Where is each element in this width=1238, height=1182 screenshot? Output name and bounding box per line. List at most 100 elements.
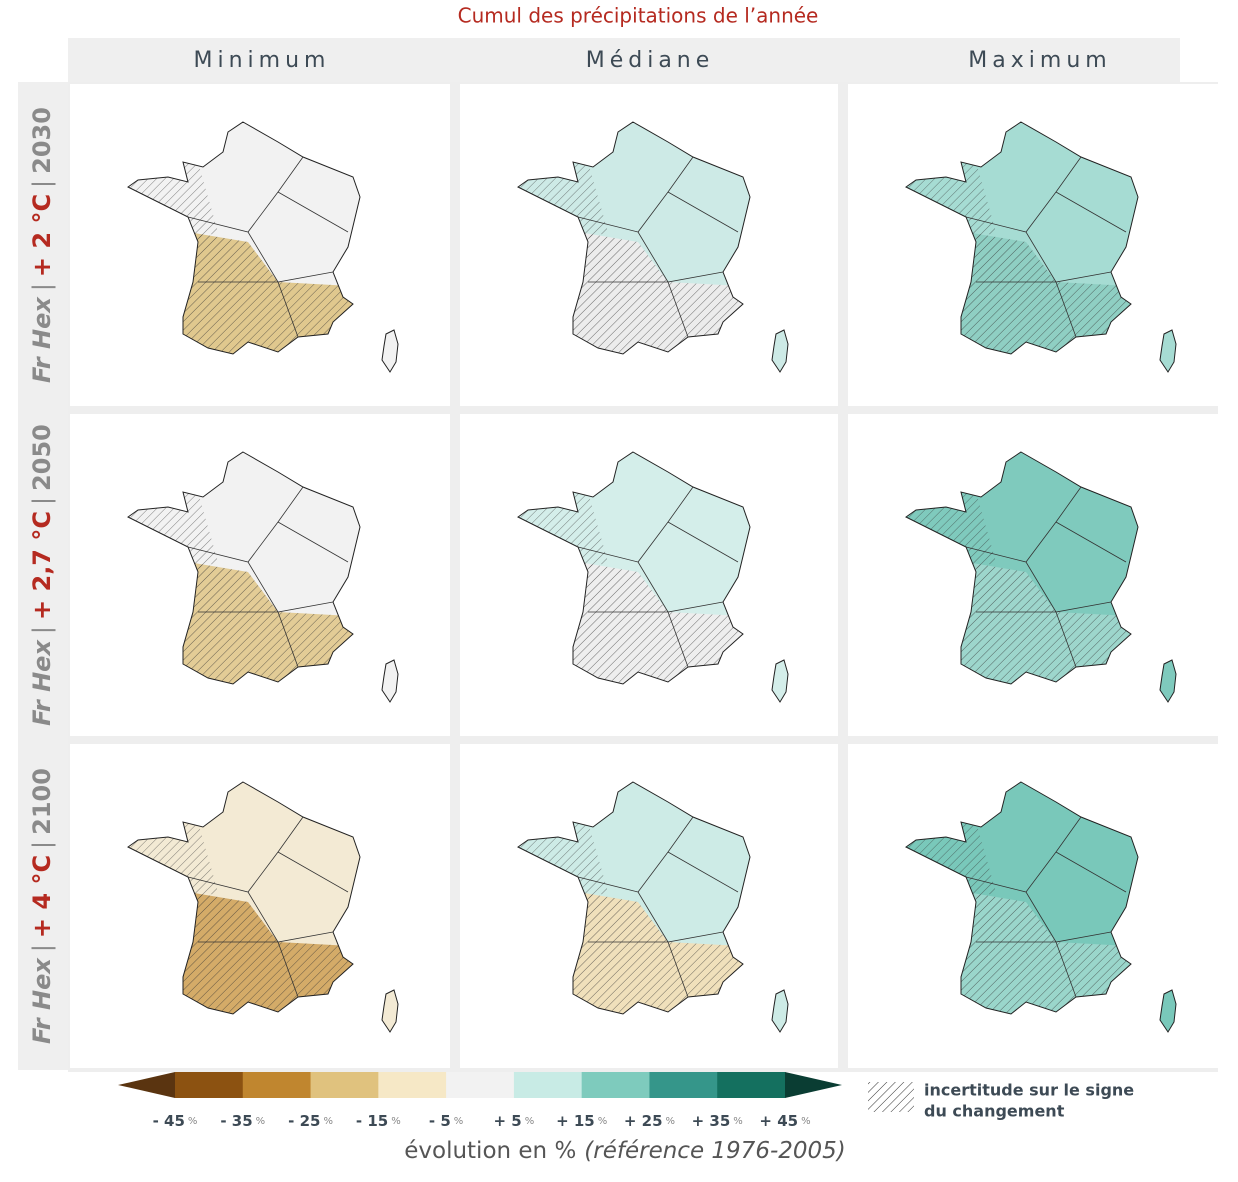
colorbar-tick-label: - 15% <box>356 1112 401 1130</box>
map-border <box>381 989 399 1033</box>
map-border <box>905 451 1139 685</box>
map-hatch <box>518 162 608 242</box>
row-warming: + 2 °C <box>28 194 56 277</box>
map-border <box>905 781 1139 1015</box>
colorbar-tick-label: + 45% <box>759 1112 810 1130</box>
row-label: Fr Hex | + 4 °C | 2100 <box>28 768 56 1044</box>
row-separator: | <box>28 841 56 849</box>
column-header-band <box>68 38 1180 82</box>
tick-value: - 25 <box>288 1112 320 1130</box>
map-border <box>517 781 751 1015</box>
tick-unit: % <box>733 1116 743 1127</box>
map-border <box>771 989 789 1033</box>
hatch-note: incertitude sur le signe <box>924 1081 1134 1100</box>
tick-unit: % <box>256 1116 266 1127</box>
map-hatch <box>906 162 996 242</box>
map-border <box>127 451 361 685</box>
row-warming: + 4 °C <box>28 855 56 938</box>
colorbar-tick-label: - 5% <box>429 1112 463 1130</box>
axis-label-main: évolution en % <box>404 1138 576 1164</box>
map-border <box>517 121 751 355</box>
map-region-border <box>577 156 739 338</box>
column-header: Médiane <box>586 48 715 73</box>
colorbar-box <box>513 1072 583 1098</box>
tick-unit: % <box>525 1116 535 1127</box>
map-region-border <box>577 816 739 998</box>
tick-unit: % <box>391 1116 401 1127</box>
map-border <box>381 659 399 703</box>
tick-value: + 25 <box>624 1112 663 1130</box>
column-header: Minimum <box>194 48 331 73</box>
colorbar-box <box>581 1072 650 1098</box>
map-border <box>127 121 361 355</box>
row-label: Fr Hex | + 2,7 °C | 2050 <box>28 424 56 726</box>
tick-unit: % <box>598 1116 608 1127</box>
axis-label: évolution en % (référence 1976-2005) <box>404 1138 846 1164</box>
colorbar-box <box>310 1072 379 1098</box>
colorbar-tick-label: - 35% <box>220 1112 265 1130</box>
hatch-swatch <box>868 1082 914 1112</box>
map-hatch <box>906 822 996 902</box>
colorbar-tick-label: + 15% <box>556 1112 607 1130</box>
tick-value: + 35 <box>692 1112 731 1130</box>
tick-value: - 15 <box>356 1112 388 1130</box>
map-region-border <box>965 816 1127 998</box>
tick-value: + 15 <box>556 1112 595 1130</box>
map-border <box>517 451 751 685</box>
map-border <box>771 329 789 373</box>
colorbar-box <box>446 1072 515 1098</box>
row-region: Fr Hex <box>28 957 56 1044</box>
tick-value: - 45 <box>153 1112 185 1130</box>
colorbar-box <box>378 1072 447 1098</box>
colorbar-tick-label: - 25% <box>288 1112 333 1130</box>
map-hatch <box>128 162 218 242</box>
colorbar-arrow <box>785 1072 842 1098</box>
row-separator: | <box>28 944 56 952</box>
map-border <box>381 329 399 373</box>
map-border <box>1159 329 1177 373</box>
hatch-note: du changement <box>924 1102 1065 1121</box>
row-separator: | <box>28 497 56 505</box>
map-region-border <box>187 486 349 668</box>
colorbar-tick-label: + 35% <box>692 1112 743 1130</box>
colorbar-tick-label: + 25% <box>624 1112 675 1130</box>
map-border <box>1159 989 1177 1033</box>
row-label: Fr Hex | + 2 °C | 2030 <box>28 107 56 383</box>
map-hatch <box>518 822 608 902</box>
colorbar-box <box>175 1072 244 1098</box>
map-region-border <box>577 486 739 668</box>
axis-label-reference: (référence 1976-2005) <box>584 1138 845 1164</box>
map-region-border <box>965 156 1127 338</box>
map-region-border <box>965 486 1127 668</box>
map-border <box>127 781 361 1015</box>
colorbar-box <box>649 1072 718 1098</box>
map-hatch <box>518 492 608 572</box>
map-border <box>771 659 789 703</box>
row-separator: | <box>28 180 56 188</box>
row-year: 2030 <box>28 107 56 174</box>
row-year: 2100 <box>28 768 56 835</box>
tick-value: + 45 <box>759 1112 798 1130</box>
column-header: Maximum <box>968 48 1111 73</box>
map-region-border <box>187 156 349 338</box>
tick-unit: % <box>323 1116 333 1127</box>
tick-value: - 5 <box>429 1112 451 1130</box>
colorbar-box <box>242 1072 312 1098</box>
row-separator: | <box>28 626 56 634</box>
row-region: Fr Hex <box>28 296 56 383</box>
map-hatch <box>906 492 996 572</box>
tick-value: + 5 <box>494 1112 522 1130</box>
map-border <box>1159 659 1177 703</box>
map-region-border <box>187 816 349 998</box>
row-warming: + 2,7 °C <box>28 511 56 620</box>
title: Cumul des précipitations de l’année <box>458 4 819 28</box>
colorbar-tick-label: + 5% <box>494 1112 535 1130</box>
tick-unit: % <box>188 1116 198 1127</box>
colorbar-arrow <box>118 1072 175 1098</box>
map-hatch <box>128 822 218 902</box>
row-region: Fr Hex <box>28 639 56 726</box>
tick-unit: % <box>666 1116 676 1127</box>
tick-unit: % <box>801 1116 811 1127</box>
row-year: 2050 <box>28 424 56 491</box>
